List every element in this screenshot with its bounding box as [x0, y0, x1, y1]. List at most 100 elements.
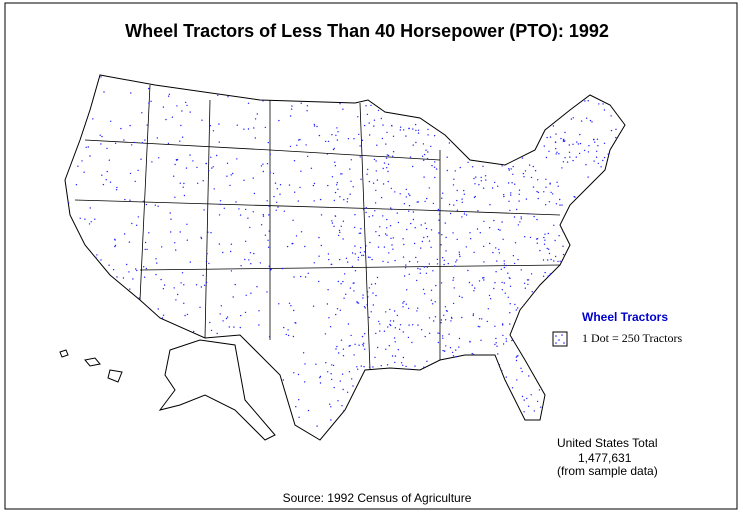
dot: [542, 259, 545, 261]
dot: [245, 240, 247, 242]
dot: [495, 342, 497, 344]
dot: [426, 360, 428, 362]
dot: [312, 305, 315, 307]
dot: [300, 102, 302, 104]
dot: [422, 143, 425, 145]
dot: [374, 283, 377, 285]
dot: [327, 253, 330, 255]
dot: [494, 282, 496, 284]
dot: [517, 307, 519, 309]
dot: [144, 241, 147, 244]
dot: [472, 314, 474, 317]
dot: [536, 218, 538, 221]
dot: [123, 233, 126, 235]
dot: [598, 103, 600, 105]
dot: [367, 168, 369, 171]
dot: [142, 200, 145, 202]
dot: [183, 182, 185, 185]
dot: [419, 268, 421, 270]
dot: [586, 117, 588, 119]
contiguous-us: [64, 74, 626, 441]
dot: [203, 209, 205, 211]
dot: [101, 135, 103, 138]
dot: [167, 142, 170, 145]
dot: [370, 283, 373, 285]
dot: [372, 292, 374, 294]
dot: [502, 343, 505, 345]
dot: [294, 191, 296, 193]
dot: [392, 155, 394, 157]
dot: [376, 179, 379, 181]
dot: [209, 125, 212, 127]
dot: [382, 124, 384, 126]
dot: [480, 176, 482, 179]
dot: [268, 336, 271, 338]
dot: [347, 323, 350, 325]
dot: [375, 294, 377, 297]
dot: [554, 141, 557, 144]
dot: [509, 285, 512, 287]
dot: [503, 195, 505, 198]
dot: [175, 249, 177, 251]
dot: [95, 256, 97, 259]
dot: [114, 244, 117, 247]
dot: [327, 289, 329, 291]
dot: [610, 129, 613, 132]
dot: [511, 339, 513, 342]
dot: [595, 156, 598, 158]
dot: [437, 208, 440, 211]
dot: [465, 214, 468, 216]
dot: [517, 224, 519, 226]
dot: [505, 340, 508, 342]
dot: [295, 235, 298, 237]
dot: [552, 125, 555, 127]
dot: [456, 238, 458, 241]
dot: [359, 156, 361, 158]
dot: [138, 297, 140, 299]
dot: [424, 335, 426, 338]
dot: [513, 216, 516, 218]
dot: [523, 176, 525, 178]
dot: [493, 287, 495, 290]
dot: [369, 134, 371, 136]
dot: [555, 153, 557, 155]
dot: [442, 349, 444, 352]
dot: [544, 239, 546, 241]
dot: [456, 259, 458, 261]
dot: [512, 255, 515, 257]
dot: [114, 239, 116, 241]
dot: [409, 194, 411, 197]
dot: [334, 191, 337, 194]
dot: [451, 351, 454, 354]
dot: [514, 242, 517, 244]
dot: [566, 161, 569, 163]
dot: [335, 313, 337, 316]
dot: [336, 308, 339, 310]
dot: [208, 170, 210, 172]
dot: [233, 326, 235, 328]
dot: [291, 105, 293, 107]
dot: [243, 179, 245, 181]
dot: [331, 176, 334, 178]
dot: [428, 332, 431, 334]
dot-layer: [68, 76, 617, 427]
dot: [558, 153, 560, 155]
dot: [208, 262, 210, 265]
legend-swatch-dots: [555, 334, 565, 344]
us-map: [59, 74, 626, 441]
dot: [183, 194, 186, 197]
dot: [368, 287, 371, 289]
dot: [414, 123, 417, 126]
dot: [352, 385, 354, 387]
dot: [313, 200, 315, 202]
dot: [226, 162, 229, 164]
dot: [494, 181, 496, 184]
dot: [521, 395, 524, 398]
dot: [512, 173, 514, 175]
dot: [408, 193, 410, 195]
dot: [380, 117, 382, 120]
dot: [417, 129, 420, 131]
dot: [533, 215, 535, 218]
dot: [452, 277, 455, 279]
dot: [390, 324, 392, 327]
